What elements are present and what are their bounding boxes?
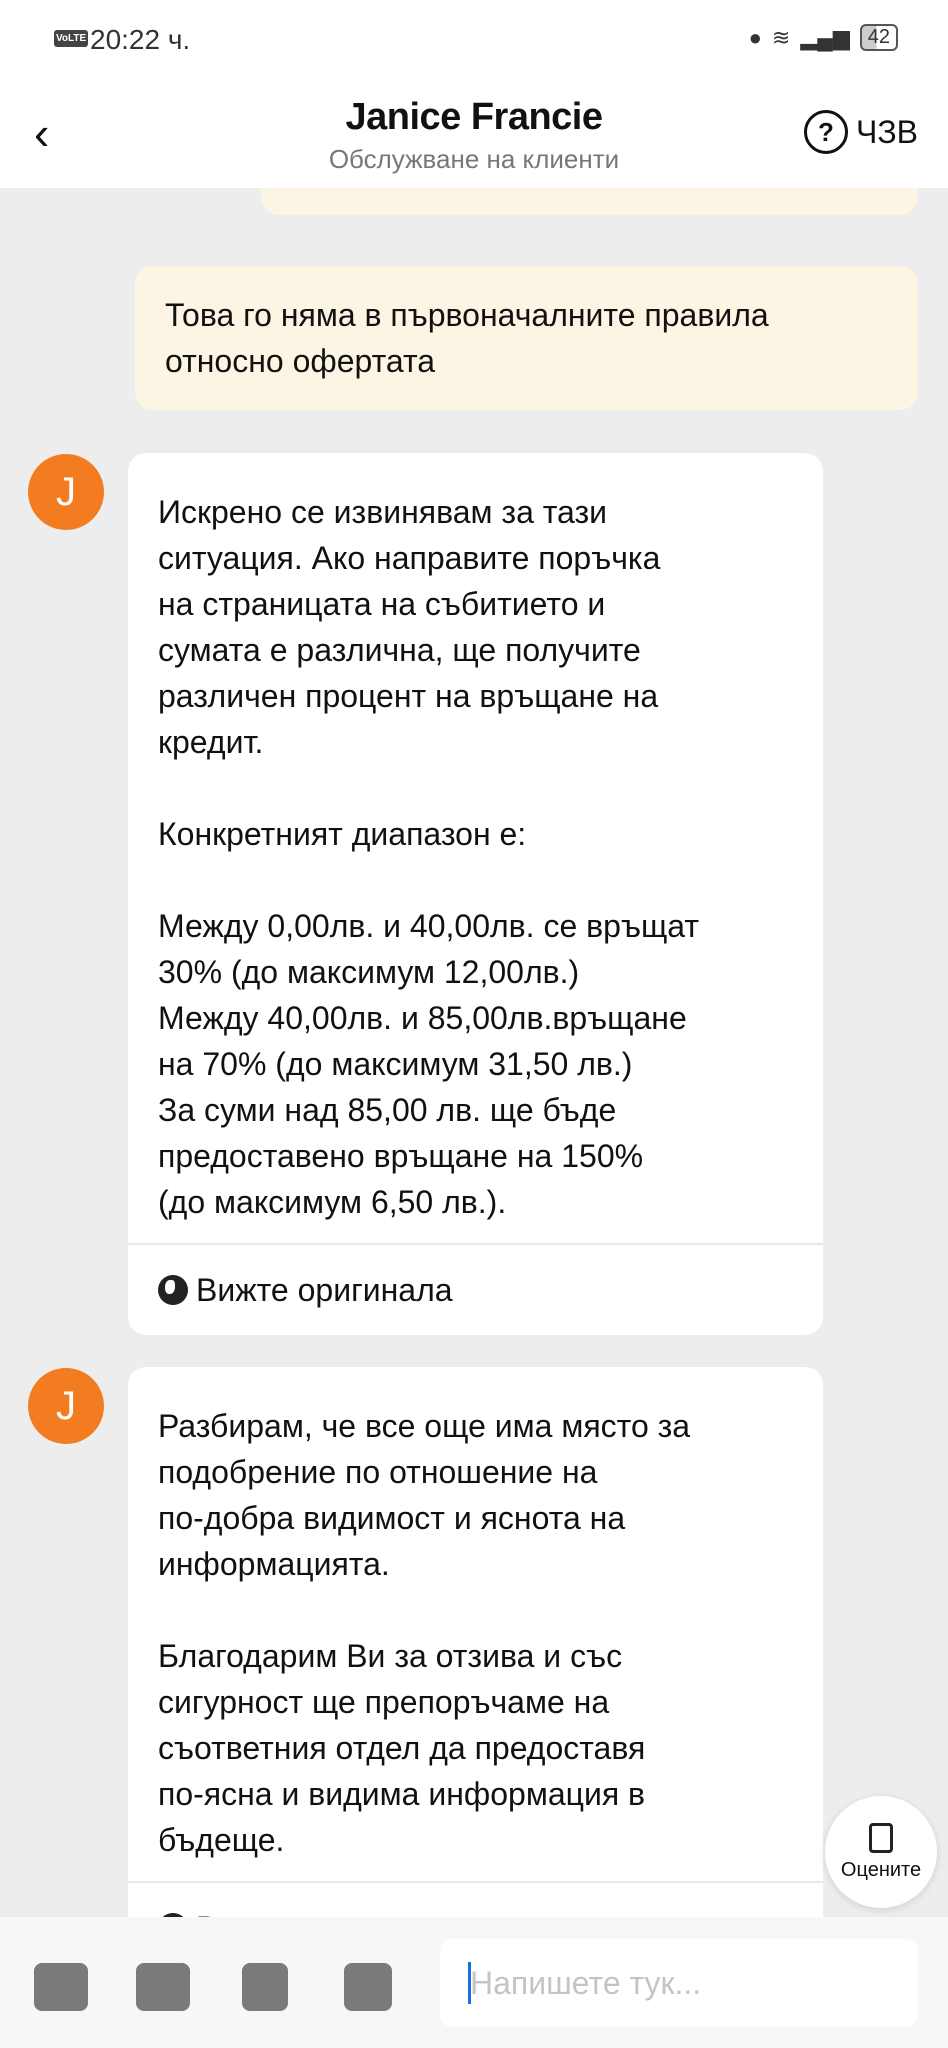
message-line (158, 765, 793, 811)
message-line: съответния отдел да предоставя (158, 1730, 646, 1766)
message-line: Разбирам, че все още има място за (158, 1408, 691, 1444)
message-line: Конкретният диапазон е: (158, 816, 527, 852)
volte-icon: VoLTE (54, 30, 89, 47)
rate-button[interactable]: Оцените (825, 1796, 937, 1908)
message-line: Това го няма в първоначалните правила (165, 297, 769, 333)
faq-label: ЧЗВ (856, 113, 918, 150)
image-icon[interactable] (136, 1963, 190, 2011)
message-line: различен процент на връщане на (158, 678, 659, 714)
chat-area[interactable]: Това го няма в първоначалните правила отн… (0, 188, 948, 1917)
message-line (158, 857, 793, 903)
clipboard-edit-icon (869, 1822, 893, 1853)
avatar: J (28, 1368, 104, 1444)
message-line: по-добра видимост и яснота на (158, 1500, 626, 1536)
message-line: на 70% (до максимум 31,50 лв.) (158, 1046, 633, 1082)
message-line: кредит. (158, 724, 264, 760)
shopping-bag-icon[interactable] (344, 1963, 392, 2011)
wifi-icon: ≋ (771, 24, 791, 50)
message-text: Разбирам, че все още има място за подобре… (128, 1367, 823, 1881)
user-message: Това го няма в първоначалните правила отн… (135, 266, 918, 410)
message-line: Между 40,00лв. и 85,00лв.връщане (158, 1000, 687, 1036)
message-input[interactable]: Напишете тук... (440, 1939, 918, 2027)
chat-subtitle: Обслужване на клиенти (328, 144, 620, 174)
message-line: 30% (до максимум 12,00лв.) (158, 954, 580, 990)
message-text: Това го няма в първоначалните правила отн… (165, 292, 888, 384)
see-original-label: Вижте оригинала (196, 1272, 453, 1308)
message-line: Искрено се извинявам за тази (158, 494, 608, 530)
message-line: на страницата на събитието и (158, 586, 606, 622)
agent-message: Разбирам, че все още има място за подобре… (128, 1367, 823, 1917)
message-line: ситуация. Ако направите поръчка (158, 540, 661, 576)
camera-icon[interactable] (34, 1963, 88, 2011)
signal-icon: ▂▄▆ (800, 24, 850, 50)
globe-icon (158, 1275, 188, 1305)
chat-header: ‹ Janice Francie Обслужване на клиенти ?… (0, 76, 948, 188)
text-cursor (468, 1962, 471, 2004)
order-list-icon[interactable] (242, 1963, 288, 2011)
message-line: предоставено връщане на 150% (158, 1138, 644, 1174)
message-line: Между 0,00лв. и 40,00лв. се връщат (158, 908, 700, 944)
see-original-link[interactable]: Вижте оригинала (128, 1883, 823, 1917)
avatar: J (28, 454, 104, 530)
see-original-label: Вижте оригинала (196, 1905, 453, 1917)
input-placeholder: Напишете тук... (470, 1964, 702, 2001)
message-line: подобрение по отношение на (158, 1454, 598, 1490)
rate-label: Оцените (840, 1858, 922, 1881)
back-button[interactable]: ‹ (34, 107, 50, 159)
globe-icon (158, 1913, 188, 1917)
see-original-link[interactable]: Вижте оригинала (128, 1245, 823, 1335)
status-time: 20:22 ч. (90, 24, 191, 55)
message-line: информацията. (158, 1546, 390, 1582)
location-icon: ● (748, 24, 762, 50)
divider (128, 1243, 823, 1245)
battery-icon: 42 (859, 24, 898, 51)
message-line: сигурност ще препоръчаме на (158, 1684, 610, 1720)
faq-button[interactable]: ? ЧЗВ (804, 110, 918, 154)
message-line: бъдеще. (158, 1822, 285, 1858)
agent-message: Искрено се извинявам за тази ситуация. Ак… (128, 453, 823, 1335)
message-line: Благодарим Ви за отзива и със (158, 1638, 623, 1674)
status-bar: VoLTE 20:22 ч. ● ≋ ▂▄▆ 42 (0, 0, 948, 76)
message-line: по-ясна и видима информация в (158, 1776, 646, 1812)
message-line: относно офертата (165, 343, 436, 379)
message-text: Искрено се извинявам за тази ситуация. Ак… (128, 453, 823, 1243)
previous-user-message (261, 188, 918, 215)
message-line: За суми над 85,00 лв. ще бъде (158, 1092, 617, 1128)
divider (128, 1881, 823, 1883)
help-icon: ? (804, 110, 848, 154)
chat-title: Janice Francie (345, 96, 603, 138)
message-line: (до максимум 6,50 лв.). (158, 1184, 507, 1220)
message-line: сумата е различна, ще получите (158, 632, 641, 668)
message-line (158, 1587, 793, 1633)
